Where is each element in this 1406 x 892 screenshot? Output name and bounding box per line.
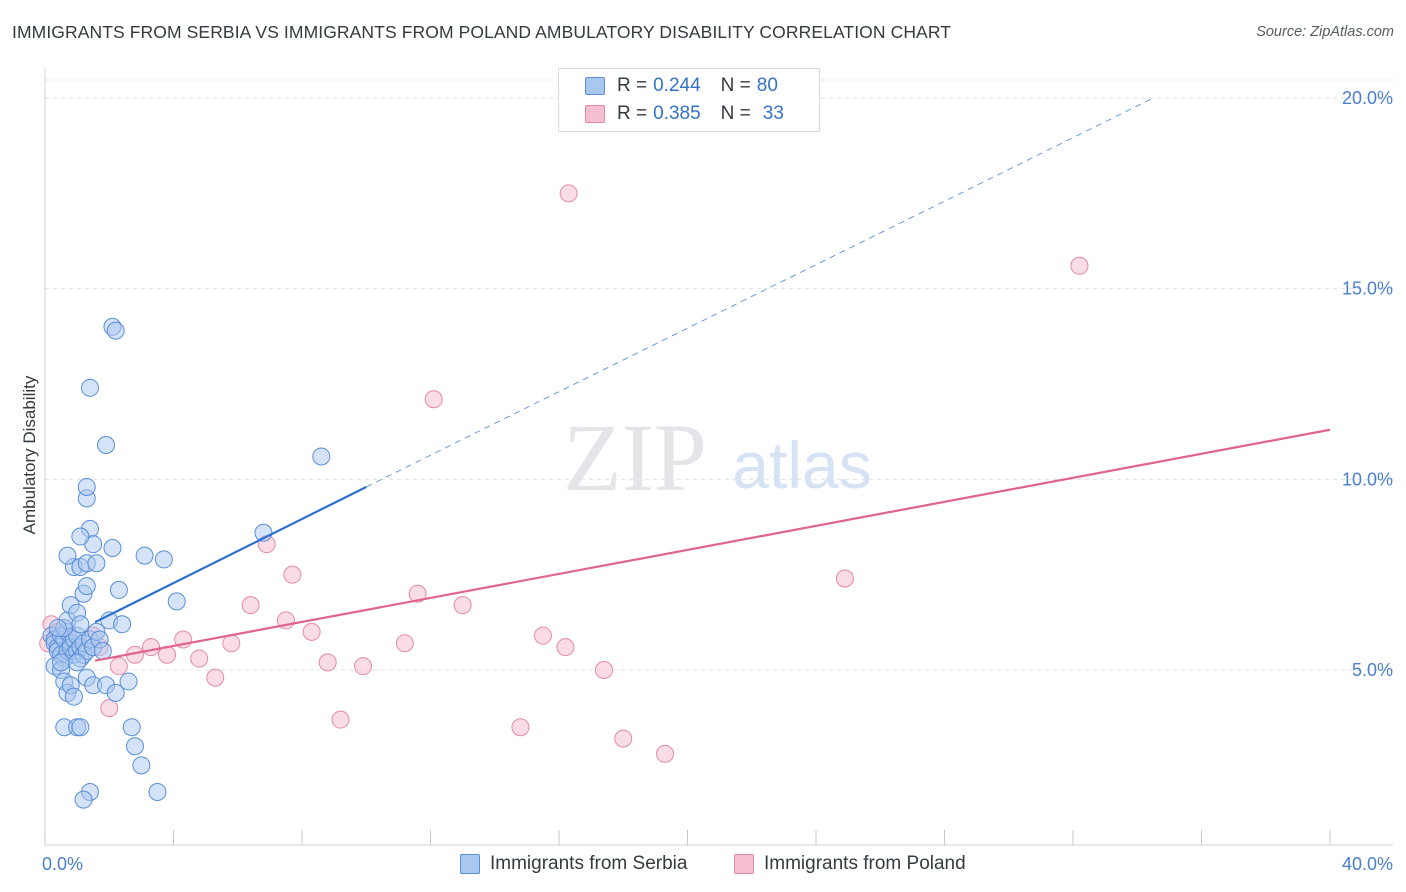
- serbia-point: [167, 592, 186, 611]
- poland-trend-line: [94, 428, 1331, 662]
- serbia-point: [125, 737, 144, 756]
- serbia-trend-line: [94, 485, 367, 624]
- poland-point: [302, 622, 321, 641]
- serbia-point: [135, 546, 154, 565]
- legend-n-label: N =: [720, 103, 751, 124]
- serbia-point: [113, 615, 132, 634]
- legend-n-value-poland: 33: [762, 103, 784, 124]
- legend-row-serbia: R = 0.244 N = 80: [585, 73, 778, 99]
- y-tick-label: 5.0%: [1352, 660, 1393, 680]
- axes-layer: [44, 68, 1393, 846]
- bottom-legend-poland: Immigrants from Poland: [734, 851, 966, 877]
- y-tick-label: 10.0%: [1342, 469, 1393, 489]
- x-tick-label: 40.0%: [1342, 854, 1393, 874]
- serbia-point: [71, 615, 90, 634]
- serbia-point: [58, 546, 77, 565]
- serbia-points: [42, 317, 331, 809]
- serbia-point: [71, 718, 90, 737]
- poland-point: [283, 565, 302, 584]
- poland-point: [453, 596, 472, 615]
- poland-point: [594, 661, 613, 679]
- serbia-point: [77, 577, 96, 596]
- watermark-zip: ZIP: [563, 404, 707, 511]
- legend-row-poland: R = 0.385 N = 33: [585, 101, 784, 127]
- serbia-point: [68, 653, 87, 672]
- serbia-point: [93, 641, 112, 660]
- poland-point: [395, 634, 414, 653]
- poland-point: [331, 710, 350, 729]
- poland-point: [100, 699, 119, 718]
- serbia-point: [103, 538, 122, 557]
- y-tick-label: 15.0%: [1342, 279, 1393, 299]
- trend-lines: [94, 97, 1331, 662]
- bottom-legend-swatch-poland: [734, 854, 754, 874]
- poland-point: [408, 584, 427, 603]
- legend-n-value-serbia: 80: [756, 75, 778, 96]
- poland-point: [656, 744, 675, 763]
- serbia-point: [132, 756, 151, 775]
- legend-n-label: N =: [720, 75, 751, 96]
- serbia-point: [119, 672, 138, 691]
- poland-point: [206, 668, 225, 687]
- chart-title: IMMIGRANTS FROM SERBIA VS IMMIGRANTS FRO…: [12, 22, 952, 42]
- legend-r-label: R =: [617, 103, 648, 124]
- watermark: ZIP atlas: [563, 404, 872, 511]
- serbia-point: [52, 653, 71, 672]
- serbia-point: [106, 683, 125, 702]
- legend-r-value-serbia: 0.244: [653, 75, 701, 96]
- legend-r-value-poland: 0.385: [653, 103, 701, 124]
- bottom-legend-swatch-serbia: [460, 854, 480, 874]
- poland-point: [533, 626, 552, 645]
- watermark-atlas: atlas: [732, 428, 871, 502]
- y-tick-label: 20.0%: [1342, 88, 1393, 108]
- bottom-legend-label-serbia: Immigrants from Serbia: [490, 853, 688, 874]
- serbia-point: [64, 687, 83, 706]
- serbia-point: [71, 527, 90, 546]
- serbia-point: [122, 718, 141, 737]
- legend-swatch-serbia: [585, 77, 605, 95]
- grid-layer: [45, 79, 1393, 671]
- serbia-point: [148, 783, 167, 802]
- poland-point: [559, 184, 578, 203]
- poland-point: [511, 718, 530, 737]
- poland-point: [142, 638, 161, 657]
- legend-swatch-poland: [585, 105, 605, 123]
- serbia-point: [109, 580, 128, 599]
- serbia-point: [312, 447, 331, 466]
- poland-point: [190, 649, 209, 668]
- poland-point: [241, 596, 260, 615]
- legend-r-label: R =: [617, 75, 648, 96]
- bottom-legend-label-poland: Immigrants from Poland: [764, 853, 966, 874]
- poland-point: [556, 638, 575, 657]
- y-axis-label: Ambulatory Disability: [20, 375, 39, 534]
- serbia-point: [74, 790, 93, 809]
- poland-point: [424, 390, 443, 409]
- serbia-point: [97, 436, 116, 455]
- serbia-point: [80, 378, 99, 397]
- serbia-point: [77, 477, 96, 496]
- source-label: Source: ZipAtlas.com: [1256, 24, 1394, 40]
- poland-point: [318, 653, 337, 672]
- poland-point: [354, 657, 373, 676]
- serbia-trend-dashed: [366, 97, 1154, 488]
- poland-point: [614, 729, 633, 748]
- serbia-point: [87, 554, 106, 573]
- serbia-point: [106, 321, 125, 340]
- tick-labels: 5.0% 10.0% 15.0% 20.0% 0.0% 40.0%: [42, 88, 1393, 874]
- x-tick-label: 0.0%: [42, 854, 83, 874]
- serbia-point: [154, 550, 173, 569]
- legend: R = 0.244 N = 80 R = 0.385 N = 33: [558, 68, 820, 132]
- poland-point: [109, 657, 128, 676]
- serbia-point: [48, 619, 67, 638]
- poland-point: [1070, 256, 1089, 275]
- bottom-legend-serbia: Immigrants from Serbia: [460, 851, 687, 877]
- poland-point: [835, 569, 854, 588]
